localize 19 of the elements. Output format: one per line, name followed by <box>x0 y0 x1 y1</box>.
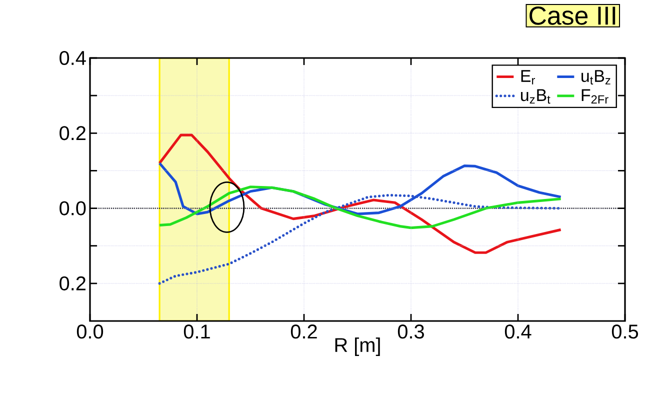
line-series <box>158 186 562 230</box>
x-tick-label: 0.3 <box>398 324 424 339</box>
x-tick-label: 0.1 <box>184 324 210 339</box>
legend-label: u$_{z}$B$_{t}$ <box>521 89 550 104</box>
x-tick-label: 0.2 <box>290 324 317 339</box>
line-series <box>158 134 562 254</box>
legend-label: F$_{2Fr}$ <box>582 89 608 104</box>
y-tick-label: 0.4 <box>60 50 86 66</box>
line-series <box>158 194 562 285</box>
y-tick-label: 0.0 <box>60 201 86 216</box>
x-tick-label: 0.0 <box>76 324 104 339</box>
y-tick-label: 0.2 <box>60 276 86 290</box>
x-tick-label: 0.5 <box>612 324 638 339</box>
legend-label: u$_{t}$B$_{z}$ <box>582 70 610 84</box>
x-axis-title: R [m] <box>335 337 380 356</box>
legend-label: E$_{r}$ <box>521 70 535 84</box>
x-tick-label: 0.4 <box>504 324 532 339</box>
chart-title: Case III <box>530 6 616 25</box>
y-tick-label: 0.2 <box>60 126 86 140</box>
